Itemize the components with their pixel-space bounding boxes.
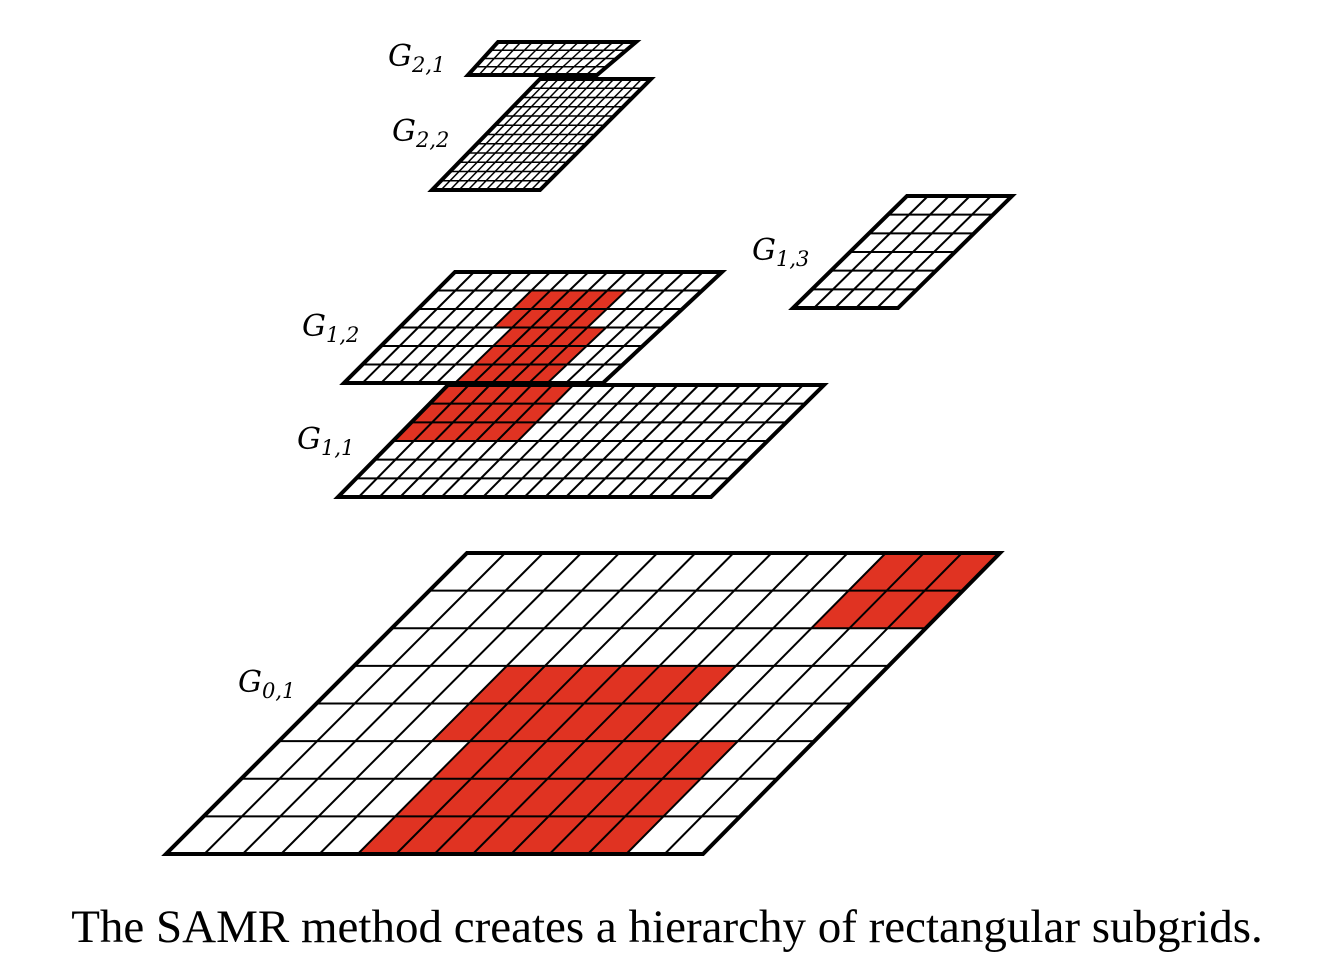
grid-g13-column-line bbox=[834, 195, 950, 309]
grid-g11-column-line bbox=[523, 384, 637, 498]
grid-g12-column-line bbox=[528, 271, 647, 384]
grid-g12-column-line bbox=[546, 271, 666, 384]
grid-g13 bbox=[788, 194, 1017, 310]
grid-label-g13: G1,3 bbox=[752, 233, 810, 271]
grid-g11-column-line bbox=[461, 384, 575, 498]
grid-g12-column-line bbox=[380, 271, 494, 384]
grid-g01-border bbox=[161, 551, 1005, 856]
grid-g21-column-line bbox=[499, 41, 534, 76]
grid-g11-column-line bbox=[358, 384, 470, 498]
grid-g22-column-line bbox=[503, 78, 615, 191]
grid-g01-column-line bbox=[395, 552, 697, 855]
grid-g21-column-line bbox=[521, 41, 557, 76]
grid-g21 bbox=[463, 40, 642, 77]
grid-g11-border bbox=[333, 383, 829, 499]
grid-g22-column-line bbox=[458, 78, 569, 191]
grid-g12-column-line bbox=[509, 271, 628, 384]
grid-g11-column-line bbox=[420, 384, 533, 498]
grid-g21-column-line bbox=[510, 41, 545, 76]
grid-g12-column-line bbox=[417, 271, 532, 384]
grid-g22-column-line bbox=[449, 78, 560, 191]
grid-g12-column-line bbox=[435, 271, 552, 384]
grid-g22-column-line bbox=[494, 78, 606, 191]
grid-g21-column-line bbox=[585, 41, 625, 76]
grid-g01-refined-region-2 bbox=[357, 741, 738, 854]
grid-g01-column-line bbox=[203, 552, 506, 855]
grid-g13-column-line bbox=[855, 195, 971, 309]
grid-g12-column-line bbox=[565, 271, 685, 384]
grid-label-g21: G2,1 bbox=[388, 39, 446, 77]
grid-g21-column-line bbox=[542, 41, 580, 76]
grid-g22-column-line bbox=[512, 78, 624, 191]
grid-g01-column-line bbox=[510, 552, 811, 855]
grid-g12-column-line bbox=[361, 271, 475, 384]
grid-g13-column-line bbox=[876, 195, 992, 309]
grid-g11 bbox=[333, 383, 829, 499]
grid-g01-column-line bbox=[357, 552, 659, 855]
grid-g12-column-line bbox=[491, 271, 609, 384]
grid-g01-column-line bbox=[625, 552, 925, 855]
grid-g11-column-line bbox=[482, 384, 595, 498]
grid-label-g11: G1,1 bbox=[297, 422, 355, 460]
grid-g13-border bbox=[788, 194, 1017, 310]
grid-g11-column-line bbox=[585, 384, 700, 498]
grid-g22-column-line bbox=[467, 78, 578, 191]
grid-layer bbox=[161, 40, 1017, 856]
grid-g21-column-line bbox=[564, 41, 603, 76]
grid-g21-column-line bbox=[488, 41, 522, 76]
grid-g01-column-line bbox=[242, 552, 544, 855]
grid-g22 bbox=[427, 77, 656, 192]
grid-g12-border bbox=[339, 270, 728, 385]
grid-g12-column-line bbox=[398, 271, 513, 384]
grid-g12 bbox=[339, 270, 728, 385]
grid-g11-column-line bbox=[565, 384, 679, 498]
grid-g12-column-line bbox=[583, 271, 704, 384]
figure-caption: The SAMR method creates a hierarchy of r… bbox=[71, 901, 1263, 953]
grid-g22-column-line bbox=[476, 78, 587, 191]
grid-g01-column-line bbox=[472, 552, 773, 855]
grid-g12-column-line bbox=[472, 271, 590, 384]
grid-g11-column-line bbox=[503, 384, 616, 498]
grid-g22-column-line bbox=[440, 78, 550, 191]
grid-g12-refined-region-1 bbox=[455, 327, 607, 383]
grid-g01-column-line bbox=[663, 552, 963, 855]
grid-g22-column-line bbox=[521, 78, 634, 191]
grid-g21-column-line bbox=[531, 41, 568, 76]
grid-g01-column-line bbox=[587, 552, 887, 855]
grid-g22-column-line bbox=[530, 78, 643, 191]
grid-g11-column-line bbox=[544, 384, 658, 498]
grid-g11-column-line bbox=[606, 384, 721, 498]
grid-g21-column-line bbox=[575, 41, 614, 76]
grid-g11-column-line bbox=[689, 384, 804, 498]
grid-g01-column-line bbox=[280, 552, 582, 855]
grid-g01-column-line bbox=[318, 552, 620, 855]
grid-g01 bbox=[161, 551, 1005, 856]
grid-g21-column-line bbox=[478, 41, 511, 76]
grid-g11-column-line bbox=[440, 384, 554, 498]
grid-g21-column-line bbox=[553, 41, 591, 76]
grid-label-g01: G0,1 bbox=[238, 665, 296, 703]
grid-g13-column-line bbox=[813, 195, 929, 309]
grid-label-g12: G1,2 bbox=[302, 309, 360, 347]
grid-g11-column-line bbox=[648, 384, 763, 498]
grid-g11-column-line bbox=[627, 384, 742, 498]
grid-label-g22: G2,2 bbox=[392, 114, 450, 152]
grid-g01-column-line bbox=[548, 552, 849, 855]
grid-g11-column-line bbox=[378, 384, 491, 498]
grid-g11-column-line bbox=[668, 384, 783, 498]
grid-g12-column-line bbox=[454, 271, 571, 384]
grid-g22-border bbox=[427, 77, 656, 192]
grid-g11-column-line bbox=[399, 384, 512, 498]
grid-g01-column-line bbox=[433, 552, 735, 855]
grid-g21-border bbox=[463, 40, 642, 77]
grid-g22-column-line bbox=[485, 78, 597, 191]
